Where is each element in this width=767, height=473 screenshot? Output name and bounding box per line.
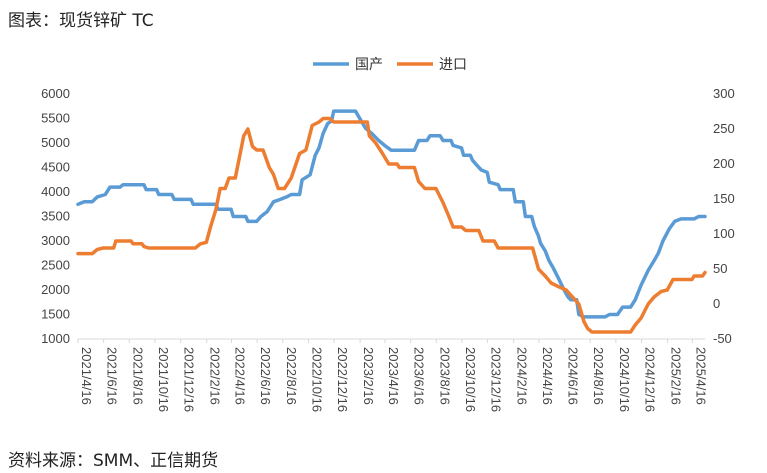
x-tick-label: 2022/12/16 [335, 347, 350, 412]
x-tick-label: 2022/10/16 [309, 347, 324, 412]
x-tick-label: 2023/2/16 [361, 347, 376, 405]
x-tick-label: 2024/12/16 [643, 347, 658, 412]
x-tick-label: 2024/10/16 [617, 347, 632, 412]
y-left-tick-label: 3500 [41, 209, 70, 224]
x-tick-label: 2025/4/16 [693, 347, 708, 405]
x-tick-label: 2023/10/16 [463, 347, 478, 412]
y-left-tick-label: 4500 [41, 160, 70, 175]
y-right-tick-label: 250 [713, 121, 735, 136]
series-line-domestic [76, 109, 707, 319]
y-right-tick-label: 300 [713, 86, 735, 101]
y-right-tick-label: 50 [713, 261, 727, 276]
y-right-tick-label: 0 [713, 296, 720, 311]
x-tick-label: 2022/8/16 [284, 347, 299, 405]
y-left-tick-label: 2000 [41, 282, 70, 297]
y-left-tick-label: 5000 [41, 135, 70, 150]
x-tick-label: 2023/4/16 [386, 347, 401, 405]
chart-title: 图表：现货锌矿 TC [8, 11, 154, 31]
axes: 1000150020002500300035004000450050005500… [41, 86, 735, 412]
y-right-tick-label: 100 [713, 226, 735, 241]
legend-label: 国产 [355, 57, 383, 73]
y-left-tick-label: 1000 [41, 331, 70, 346]
legend-label: 进口 [439, 57, 467, 73]
x-tick-label: 2023/6/16 [412, 347, 427, 405]
x-tick-label: 2023/8/16 [437, 347, 452, 405]
source-note: 资料来源：SMM、正信期货 [8, 451, 219, 471]
y-left-tick-label: 3000 [41, 233, 70, 248]
x-tick-label: 2021/12/16 [182, 347, 197, 412]
x-tick-label: 2021/8/16 [130, 347, 145, 405]
x-tick-label: 2025/2/16 [669, 347, 684, 405]
x-tick-label: 2022/6/16 [258, 347, 273, 405]
y-left-tick-label: 6000 [41, 86, 70, 101]
x-tick-label: 2024/6/16 [566, 347, 581, 405]
x-tick-label: 2022/2/16 [208, 347, 223, 405]
x-tick-label: 2024/8/16 [591, 347, 606, 405]
series-line-imported [76, 116, 707, 334]
x-tick-label: 2021/6/16 [105, 347, 120, 405]
y-left-tick-label: 2500 [41, 258, 70, 273]
x-tick-label: 2021/10/16 [156, 347, 171, 412]
y-right-tick-label: -50 [713, 331, 732, 346]
x-tick-label: 2024/2/16 [515, 347, 530, 405]
y-right-tick-label: 200 [713, 156, 735, 171]
x-tick-label: 2022/4/16 [232, 347, 247, 405]
y-right-tick-label: 150 [713, 191, 735, 206]
y-left-tick-label: 5500 [41, 111, 70, 126]
y-left-tick-label: 4000 [41, 184, 70, 199]
x-tick-label: 2023/12/16 [489, 347, 504, 412]
legend: 国产 进口 [313, 57, 467, 73]
x-tick-label: 2021/4/16 [79, 347, 94, 405]
x-tick-label: 2024/4/16 [540, 347, 555, 405]
series-layer [76, 109, 707, 334]
y-left-tick-label: 1500 [41, 307, 70, 322]
